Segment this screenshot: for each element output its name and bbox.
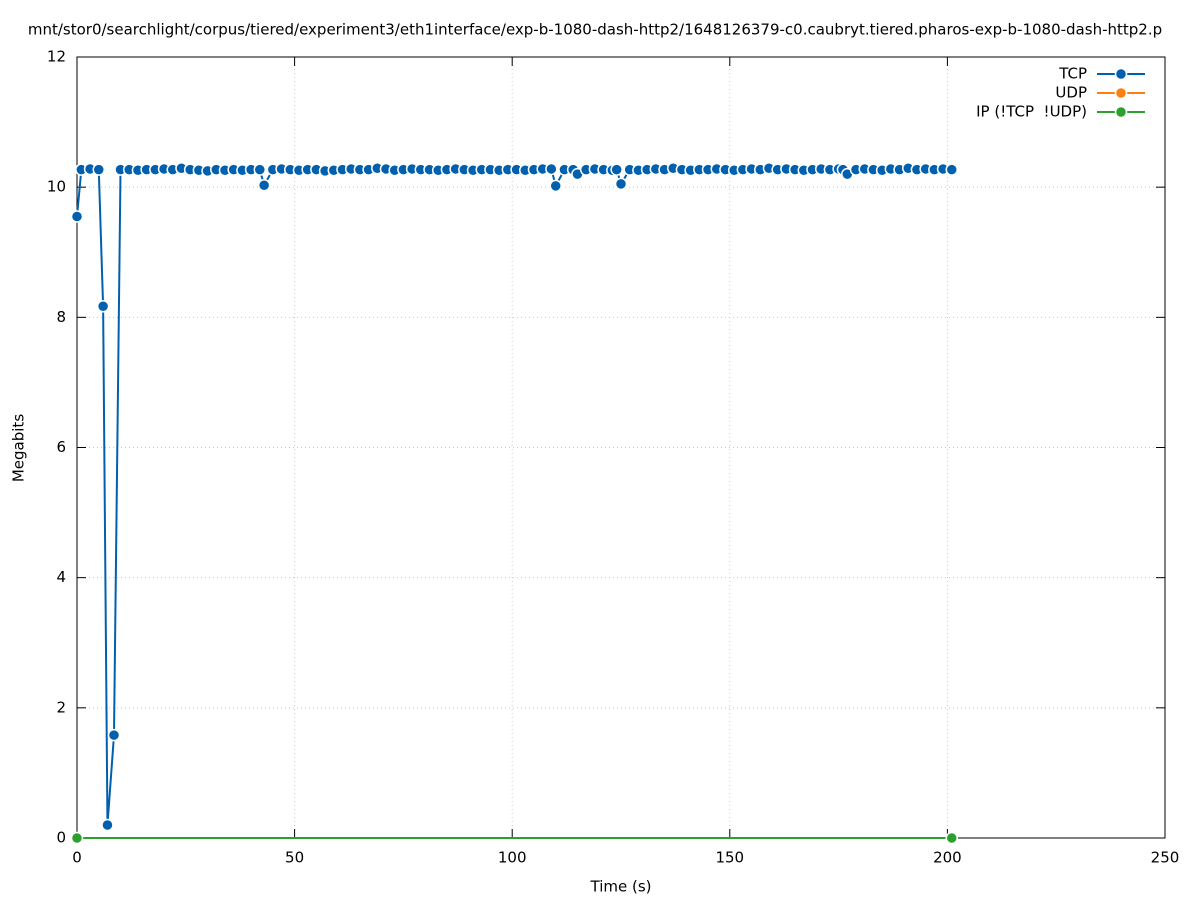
x-tick-label: 100	[498, 849, 527, 867]
y-tick-label: 8	[56, 308, 66, 326]
data-point	[107, 728, 121, 742]
data-point	[545, 162, 558, 176]
x-axis-label: Time (s)	[590, 878, 652, 896]
y-tick-label: 4	[56, 568, 66, 586]
x-tick-label: 0	[72, 849, 82, 867]
legend-label: UDP	[1055, 84, 1087, 102]
data-point	[70, 831, 84, 845]
series-line	[76, 167, 952, 826]
y-tick-label: 12	[47, 48, 66, 66]
x-tick-label: 250	[1151, 849, 1180, 867]
y-tick-label: 6	[56, 438, 66, 456]
x-tick-label: 150	[715, 849, 744, 867]
y-tick-label: 2	[56, 698, 66, 716]
chart-title: mnt/stor0/searchlight/corpus/tiered/expe…	[28, 21, 1162, 39]
x-tick-label: 50	[285, 849, 304, 867]
data-point	[257, 178, 271, 192]
data-point	[945, 831, 959, 845]
data-point	[945, 163, 959, 176]
data-point	[96, 300, 110, 313]
data-point	[70, 210, 84, 223]
data-point	[92, 163, 106, 176]
y-axis-label: Megabits	[10, 414, 28, 482]
data-point	[614, 177, 628, 191]
y-tick-label: 0	[56, 829, 66, 847]
data-point	[253, 163, 267, 176]
data-point	[549, 179, 562, 193]
legend-swatch	[1114, 86, 1128, 100]
data-point	[610, 163, 623, 176]
legend-swatch	[1114, 67, 1128, 81]
x-tick-label: 200	[933, 849, 962, 867]
y-tick-label: 10	[47, 178, 66, 196]
legend-swatch	[1114, 105, 1128, 119]
legend-label: TCP	[1058, 65, 1087, 83]
legend-label: IP (!TCP !UDP)	[976, 103, 1087, 121]
data-point	[101, 818, 114, 832]
